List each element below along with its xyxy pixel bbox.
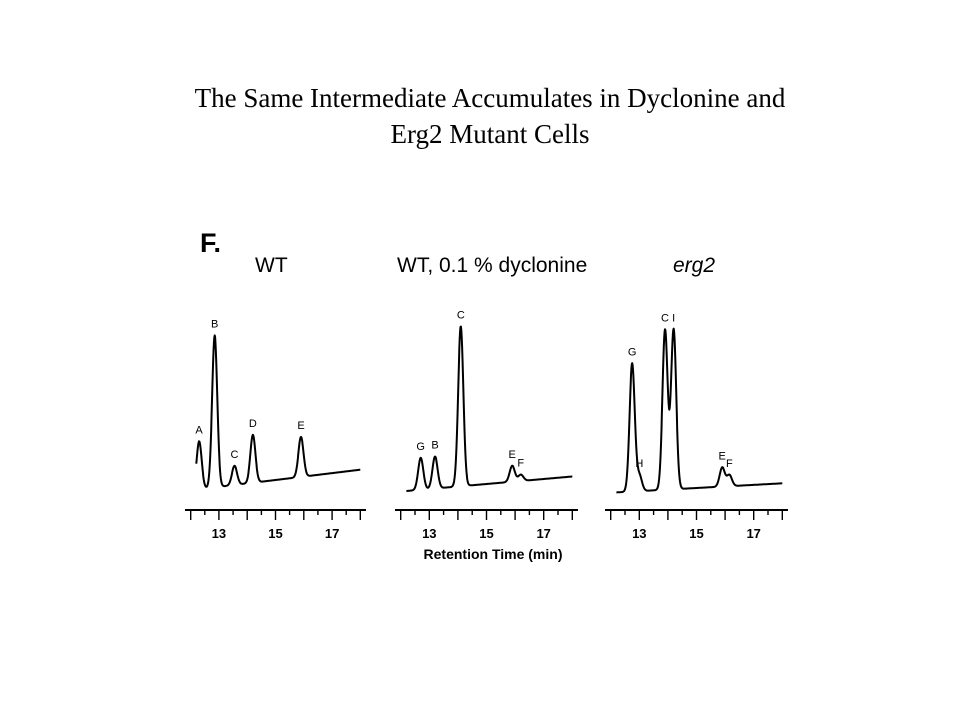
x-tick-label-3-13: 13 bbox=[632, 526, 646, 541]
peak-label-3-i: I bbox=[672, 312, 675, 324]
peak-label-2-b: B bbox=[431, 440, 438, 452]
peak-label-3-c: C bbox=[661, 313, 669, 325]
panel-title-2: WT, 0.1 % dyclonine bbox=[397, 254, 587, 277]
peak-label-2-g: G bbox=[416, 441, 425, 453]
panel-title-3: erg2 bbox=[673, 254, 715, 277]
slide-title: The Same Intermediate Accumulates in Dyc… bbox=[80, 80, 900, 152]
x-tick-label-1-17: 17 bbox=[325, 526, 339, 541]
x-tick-label-1-13: 13 bbox=[212, 526, 226, 541]
x-tick-label-2-15: 15 bbox=[479, 526, 493, 541]
x-tick-label-1-15: 15 bbox=[268, 526, 282, 541]
x-tick-label-3-15: 15 bbox=[689, 526, 703, 541]
x-tick-label-2-17: 17 bbox=[536, 526, 550, 541]
peak-label-3-f: F bbox=[726, 458, 733, 470]
peak-label-1-c: C bbox=[231, 449, 239, 461]
peak-label-2-f: F bbox=[517, 458, 524, 470]
slide-title-line-1: The Same Intermediate Accumulates in Dyc… bbox=[194, 83, 786, 113]
chromatogram-trace-2 bbox=[405, 325, 573, 492]
panel-title-1: WT bbox=[255, 254, 288, 277]
slide-title-line-2: Erg2 Mutant Cells bbox=[390, 119, 590, 149]
peak-label-1-e: E bbox=[297, 420, 304, 432]
peak-label-1-d: D bbox=[249, 418, 257, 430]
chromatogram-trace-3 bbox=[615, 327, 783, 494]
peak-label-3-g: G bbox=[628, 347, 637, 359]
chromatogram-trace-1 bbox=[195, 334, 361, 488]
peak-label-3-e: E bbox=[719, 450, 726, 462]
figure-letter: F. bbox=[200, 228, 221, 258]
peak-label-3-h: H bbox=[635, 458, 643, 470]
peak-label-1-a: A bbox=[195, 424, 203, 436]
peak-label-2-e: E bbox=[509, 449, 516, 461]
x-tick-label-2-13: 13 bbox=[422, 526, 436, 541]
x-axis-label: Retention Time (min) bbox=[424, 546, 563, 562]
peak-label-2-c: C bbox=[457, 309, 465, 321]
x-tick-label-3-17: 17 bbox=[746, 526, 760, 541]
peak-label-1-b: B bbox=[211, 318, 218, 330]
